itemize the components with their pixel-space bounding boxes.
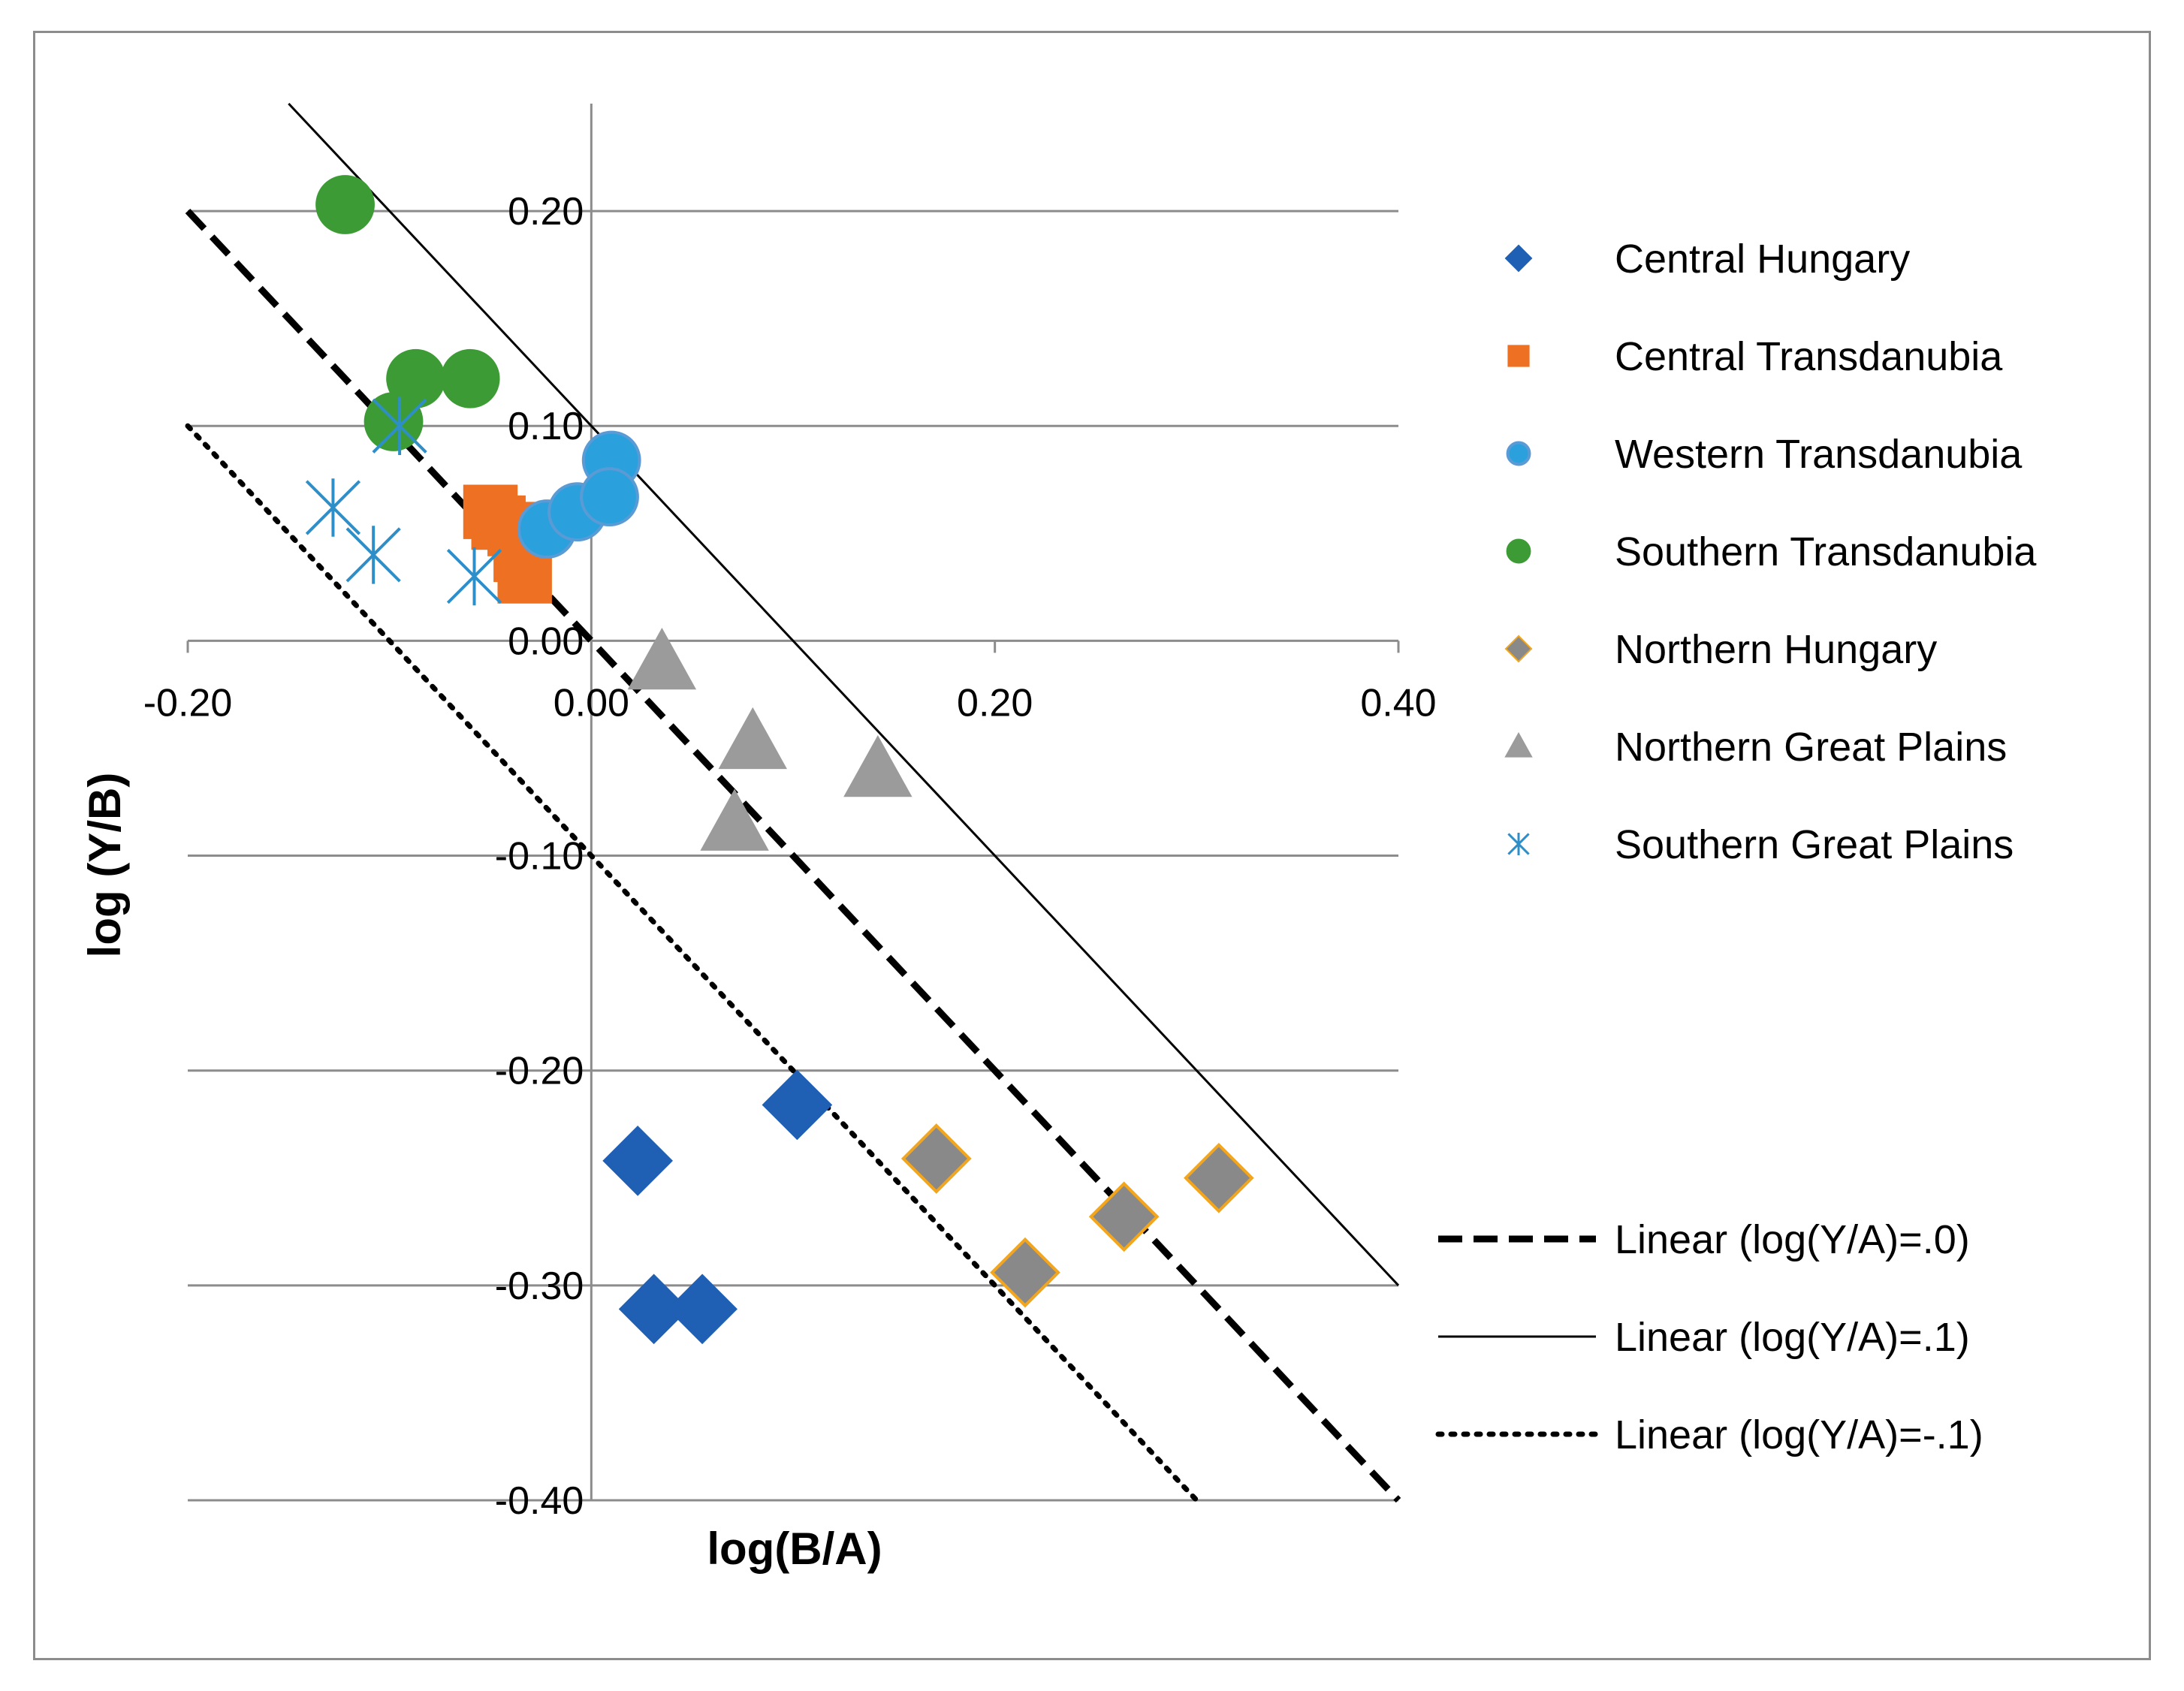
legend-marker-0 [1504, 244, 1533, 273]
x-tick-label-3: 0.40 [1360, 681, 1436, 725]
point-6-3 [446, 547, 502, 606]
legend-marker-4 [1504, 635, 1533, 663]
point-6-1 [345, 526, 401, 584]
point-1-4 [497, 549, 552, 604]
y-tick-label-0: 0.20 [508, 190, 584, 234]
x-axis-title: log(B/A) [707, 1524, 882, 1574]
legend-line-label-0: Linear (log(Y/A)=.0) [1615, 1217, 1970, 1262]
legend-label-5: Northern Great Plains [1615, 725, 2007, 770]
legend-label-1: Central Transdanubia [1615, 334, 2003, 379]
legend-marker-6 [1507, 833, 1530, 855]
x-tick-label-0: -0.20 [143, 681, 233, 725]
trend-line-1 [288, 102, 1400, 1286]
point-0-3 [762, 1069, 833, 1141]
legend-marker-5 [1504, 731, 1533, 758]
legend-label-0: Central Hungary [1615, 237, 1910, 282]
tick-labels-layer: 0.20 0.10 0.00 -0.10 -0.20 -0.30 -0.40 -0.20 0.0… [143, 190, 1437, 1523]
trend-line-2 [185, 423, 1199, 1503]
legend-label-3: Southern Transdanubia [1615, 529, 2037, 574]
y-tick-label-1: 0.10 [508, 405, 584, 448]
x-tick-label-2: 0.20 [957, 681, 1033, 725]
point-5-2 [700, 788, 769, 851]
y-tick-label-2: 0.00 [508, 619, 584, 663]
point-0-2 [667, 1274, 738, 1345]
legend-marker-1 [1507, 345, 1530, 367]
legend-label-6: Southern Great Plains [1615, 822, 2014, 867]
y-tick-label-6: -0.40 [495, 1479, 584, 1523]
y-axis-title: log (Y/B) [80, 773, 130, 958]
y-tick-label-3: -0.10 [495, 835, 584, 879]
series-2 [517, 430, 641, 559]
series-0 [602, 1069, 833, 1345]
legend-marker-2 [1506, 441, 1531, 466]
legend-label-4: Northern Hungary [1615, 627, 1937, 672]
legend-line-label-1: Linear (log(Y/A)=.1) [1615, 1315, 1970, 1360]
x-tick-label-1: 0.00 [554, 681, 629, 725]
point-4-3 [1184, 1142, 1254, 1213]
point-4-2 [1088, 1181, 1160, 1252]
y-tick-label-5: -0.30 [495, 1264, 584, 1308]
legend-line-label-2: Linear (log(Y/A)=-.1) [1615, 1412, 1983, 1457]
axis-layer [186, 104, 1400, 1500]
point-5-3 [843, 735, 913, 797]
point-3-2 [440, 348, 500, 408]
trend-lines-layer [185, 102, 1401, 1503]
point-6-0 [305, 478, 361, 537]
legend-marker-3 [1506, 538, 1531, 564]
point-2-3 [580, 467, 639, 527]
point-4-0 [900, 1123, 972, 1194]
point-4-1 [990, 1237, 1060, 1308]
series-5 [627, 627, 913, 851]
series-6 [305, 396, 502, 606]
point-0-0 [602, 1126, 673, 1196]
series-3 [315, 175, 500, 451]
y-tick-label-4: -0.20 [495, 1050, 584, 1093]
legend-label-2: Western Transdanubia [1615, 432, 2023, 477]
point-6-2 [372, 396, 427, 455]
point-3-0 [315, 175, 375, 234]
point-0-1 [618, 1274, 689, 1345]
point-5-1 [718, 707, 787, 770]
data-points-layer [305, 175, 1254, 1345]
series-4 [900, 1123, 1254, 1308]
legend: Central Hungary Central Transdanubia Weste… [1435, 237, 2037, 1457]
point-5-0 [627, 627, 697, 690]
